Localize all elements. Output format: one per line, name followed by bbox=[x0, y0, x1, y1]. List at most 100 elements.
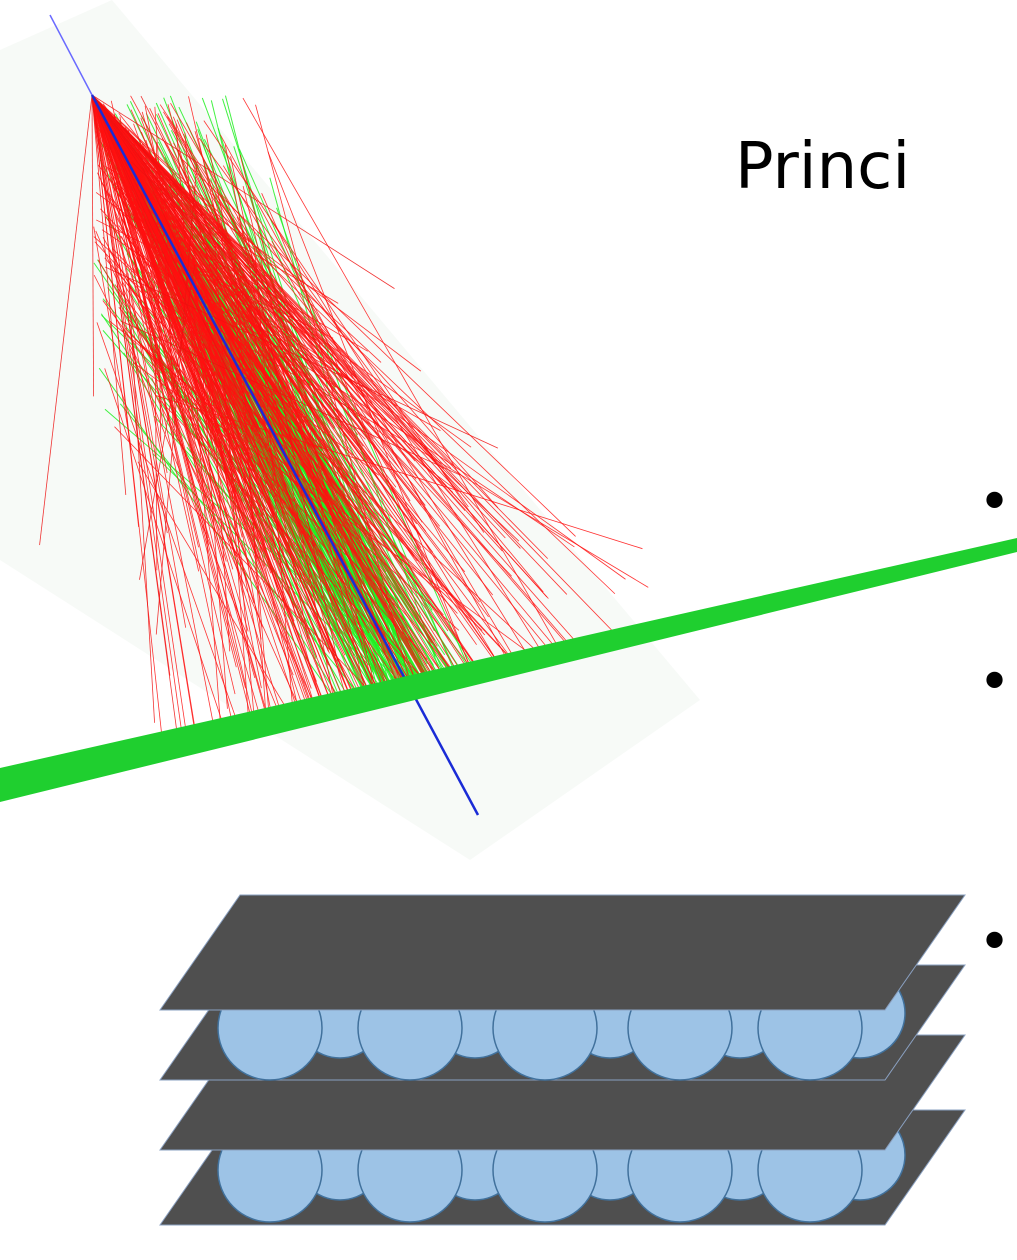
track bbox=[91, 94, 390, 715]
track bbox=[91, 94, 309, 710]
track bbox=[139, 265, 196, 580]
track bbox=[120, 320, 461, 476]
track bbox=[39, 94, 93, 546]
track bbox=[253, 245, 297, 754]
track bbox=[91, 94, 436, 641]
track bbox=[91, 94, 422, 506]
slide-title: Princi bbox=[735, 130, 911, 204]
track bbox=[91, 94, 296, 770]
track bbox=[127, 203, 292, 410]
track bbox=[91, 94, 417, 480]
track bbox=[215, 312, 488, 681]
track bbox=[147, 297, 324, 599]
track bbox=[167, 104, 288, 569]
track bbox=[148, 271, 527, 676]
track bbox=[168, 176, 379, 471]
track bbox=[255, 104, 437, 770]
track bbox=[189, 189, 321, 593]
track bbox=[177, 257, 626, 580]
track bbox=[230, 156, 338, 662]
bullet: • bbox=[978, 910, 1012, 975]
track bbox=[91, 94, 335, 429]
track bbox=[127, 273, 155, 723]
track bbox=[202, 240, 433, 456]
plate bbox=[159, 894, 966, 1011]
track bbox=[105, 266, 499, 449]
track bbox=[91, 94, 249, 353]
track bbox=[91, 94, 259, 433]
track bbox=[236, 216, 436, 733]
track bbox=[91, 94, 234, 570]
track bbox=[91, 94, 231, 770]
track bbox=[155, 164, 198, 635]
track bbox=[91, 94, 323, 345]
track bbox=[102, 111, 246, 526]
track bbox=[220, 338, 484, 685]
track bbox=[91, 94, 94, 397]
track bbox=[203, 120, 485, 533]
track bbox=[140, 95, 262, 332]
track bbox=[144, 105, 262, 689]
track bbox=[91, 94, 334, 649]
track bbox=[140, 117, 311, 579]
track bbox=[137, 461, 387, 770]
track bbox=[91, 94, 249, 632]
track bbox=[91, 94, 213, 443]
track bbox=[91, 94, 301, 558]
track bbox=[91, 94, 328, 493]
green-plane bbox=[0, 538, 1017, 802]
track bbox=[91, 94, 228, 770]
track bbox=[91, 94, 347, 762]
track bbox=[91, 94, 276, 510]
track bbox=[91, 94, 332, 670]
track bbox=[222, 372, 255, 719]
track bbox=[91, 94, 395, 289]
track bbox=[91, 94, 523, 737]
track bbox=[134, 259, 235, 733]
track bbox=[91, 94, 367, 431]
track bbox=[115, 185, 454, 493]
track bbox=[91, 94, 331, 433]
track bbox=[168, 123, 443, 588]
track bbox=[91, 94, 521, 549]
detector-stack bbox=[159, 894, 966, 1226]
track bbox=[168, 177, 216, 445]
bullet: • bbox=[978, 470, 1012, 535]
track bbox=[107, 192, 401, 595]
track bbox=[149, 263, 444, 616]
track bbox=[114, 229, 188, 427]
track bbox=[91, 94, 359, 436]
track bbox=[91, 94, 179, 738]
track bbox=[130, 109, 413, 743]
track bbox=[271, 241, 570, 724]
incoming-track bbox=[49, 14, 93, 96]
track bbox=[131, 161, 370, 392]
track bbox=[91, 94, 549, 599]
track bbox=[93, 274, 250, 580]
track bbox=[91, 94, 127, 495]
track bbox=[91, 94, 329, 652]
track bbox=[180, 157, 576, 537]
bullet: • bbox=[978, 650, 1012, 715]
track bbox=[91, 94, 351, 434]
track bbox=[91, 94, 303, 543]
track bbox=[91, 94, 344, 477]
track bbox=[242, 97, 615, 746]
track bbox=[167, 362, 294, 676]
track bbox=[267, 151, 505, 755]
track bbox=[91, 94, 414, 645]
track bbox=[91, 94, 280, 373]
track bbox=[91, 94, 200, 572]
track bbox=[91, 94, 181, 770]
track bbox=[94, 241, 388, 560]
track bbox=[91, 94, 187, 628]
track bbox=[122, 288, 168, 534]
track bbox=[91, 94, 168, 474]
track bbox=[200, 318, 649, 588]
track bbox=[91, 94, 279, 770]
track bbox=[110, 100, 274, 770]
track bbox=[104, 368, 222, 720]
track bbox=[221, 194, 499, 509]
